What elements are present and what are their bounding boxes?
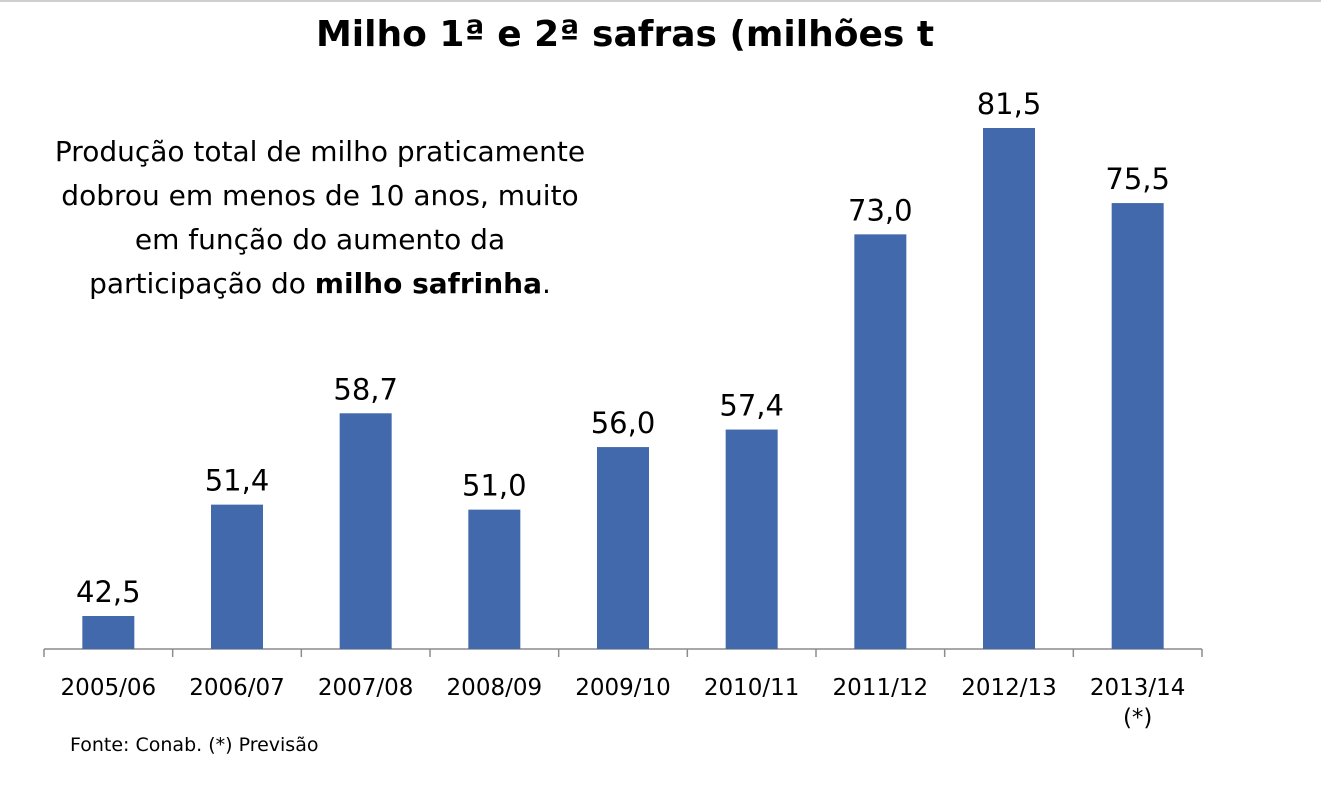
top-border-line	[0, 0, 1321, 2]
bar	[725, 429, 778, 649]
x-tick-label: 2010/11	[704, 675, 800, 701]
chart-annotation: Produção total de milho praticamente dob…	[20, 130, 620, 306]
x-tick-label: 2008/09	[447, 675, 543, 701]
bar	[468, 509, 521, 649]
bar	[597, 447, 649, 649]
annotation-line-4-prefix: participação do	[89, 267, 315, 300]
annotation-line-1: Produção total de milho praticamente	[54, 135, 586, 168]
bar	[211, 504, 263, 649]
x-tick-label: 2013/14	[1090, 675, 1186, 701]
data-label: 81,5	[977, 87, 1042, 121]
x-tick-label: (*)	[1123, 705, 1152, 731]
source-note: Fonte: Conab. (*) Previsão	[70, 734, 319, 756]
bar	[854, 234, 907, 649]
bar	[983, 128, 1035, 649]
data-label: 58,7	[333, 372, 398, 406]
x-tick-label: 2011/12	[833, 675, 929, 701]
x-tick-label: 2007/08	[318, 675, 414, 701]
annotation-line-4: participação do milho safrinha.	[20, 262, 620, 306]
bar	[339, 413, 392, 649]
chart-title: Milho 1ª e 2ª safras (milhões t	[315, 14, 935, 55]
annotation-line-2: dobrou em menos de 10 anos, muito	[61, 179, 579, 212]
bar	[82, 616, 135, 649]
data-label: 57,4	[719, 389, 784, 423]
data-label: 75,5	[1105, 162, 1170, 196]
bar	[1111, 203, 1164, 650]
data-label: 51,4	[205, 464, 270, 498]
annotation-highlight: milho safrinha	[314, 267, 542, 300]
x-tick-label: 2009/10	[575, 675, 671, 701]
data-label: 56,0	[591, 406, 656, 440]
data-label: 73,0	[848, 193, 913, 227]
x-tick-label: 2012/13	[961, 675, 1057, 701]
data-label: 51,0	[462, 469, 527, 503]
x-tick-label: 2005/06	[61, 675, 157, 701]
x-tick-label: 2006/07	[189, 675, 285, 701]
annotation-line-4-suffix: .	[542, 267, 551, 300]
annotation-line-3: em função do aumento da	[134, 223, 506, 256]
data-label: 42,5	[76, 575, 141, 609]
